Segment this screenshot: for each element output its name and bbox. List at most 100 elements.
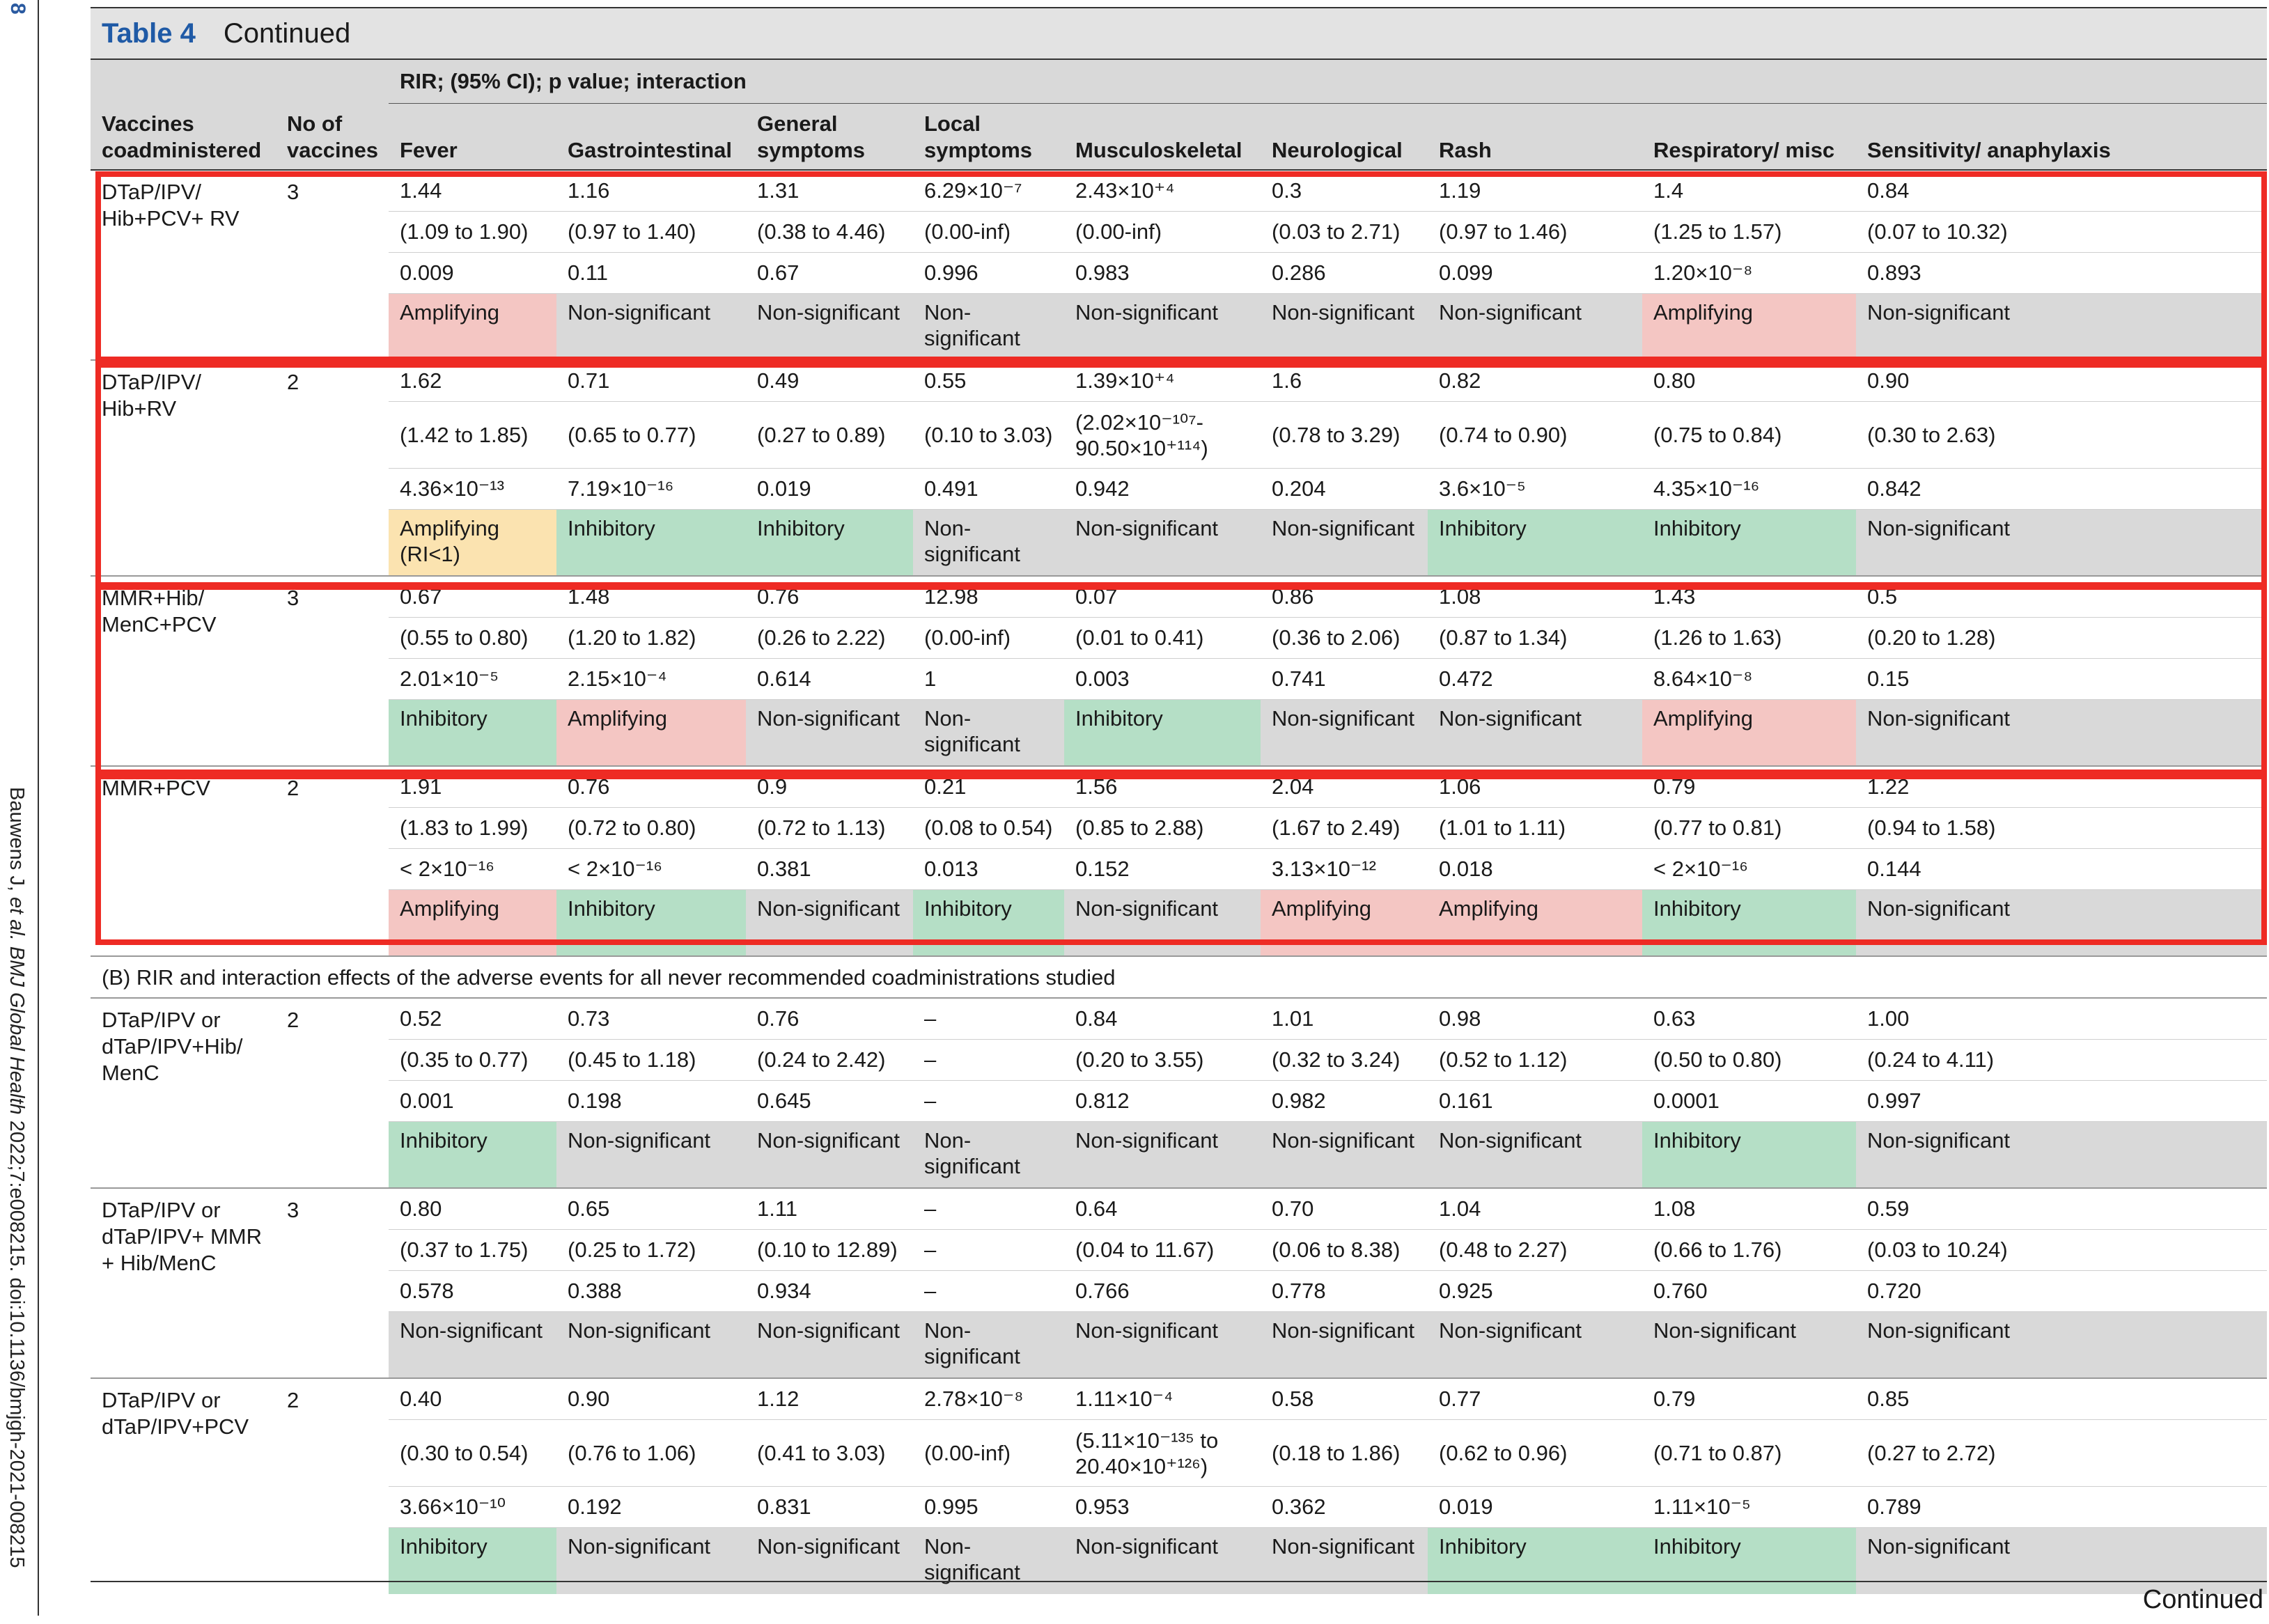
- p-value-cell: 0.009: [400, 260, 454, 285]
- interaction-cell: Inhibitory: [389, 1121, 556, 1188]
- p-value-cell: 0.760: [1653, 1279, 1708, 1303]
- table-row: DTaP/IPV/ Hib+PCV+ RV 3 1.44 1.16 1.31 6.29×1…: [91, 170, 2268, 231]
- interaction-cell: Non-significant: [1856, 1121, 2268, 1188]
- vaccine-count: 2: [287, 1008, 299, 1032]
- ci-cell: (1.25 to 1.57): [1653, 219, 1782, 244]
- rir-cell: 0.76: [568, 774, 610, 799]
- rir-cell: 0.79: [1653, 774, 1696, 799]
- interaction-cell: Non- significant: [913, 509, 1064, 576]
- table-row: MMR+Hib/ MenC+PCV 3 0.67 1.48 0.76 12.98 0.07 0…: [91, 576, 2268, 637]
- table-row: 0.578 0.388 0.934 – 0.766 0.778 0.925 0.760 0.72…: [91, 1270, 2268, 1311]
- p-value-cell: 0.001: [400, 1088, 454, 1113]
- ci-cell: (0.35 to 0.77): [400, 1047, 529, 1072]
- rir-cell: 0.52: [400, 1006, 442, 1031]
- p-value-cell: 0.996: [924, 260, 978, 285]
- table-row: (1.09 to 1.90) (0.97 to 1.40) (0.38 to 4.4…: [91, 211, 2268, 252]
- p-value-cell: 0.942: [1075, 476, 1130, 501]
- ci-cell: (0.01 to 0.41): [1075, 625, 1204, 650]
- table-title-bar: Table 4 Continued: [91, 7, 2267, 60]
- table-row: Amplifying Non-significant Non-significant…: [91, 293, 2268, 360]
- rir-cell: 0.70: [1272, 1196, 1314, 1221]
- interaction-cell: Inhibitory: [1428, 509, 1642, 576]
- ci-cell: (0.72 to 0.80): [568, 815, 696, 840]
- p-value-cell: 0.144: [1867, 857, 1921, 881]
- p-value-cell: 1.20×10⁻⁸: [1653, 260, 1753, 285]
- interaction-cell: Non-significant: [1261, 1311, 1428, 1378]
- interaction-cell: Non-significant: [556, 1121, 746, 1188]
- p-value-cell: 0.152: [1075, 857, 1130, 881]
- interaction-cell: Amplifying: [556, 699, 746, 766]
- rir-cell: 0.9: [757, 774, 788, 799]
- table-row: MMR+PCV 2 1.91 0.76 0.9 0.21 1.56 2.04 1.06 0.79 1…: [91, 766, 2268, 807]
- p-value-cell: 0.198: [568, 1088, 622, 1113]
- interaction-cell: Non- significant: [913, 293, 1064, 360]
- rir-cell: 0.21: [924, 774, 967, 799]
- ci-cell: (0.76 to 1.06): [568, 1440, 696, 1465]
- ci-cell: (0.50 to 0.80): [1653, 1047, 1782, 1072]
- p-value-cell: 0.842: [1867, 476, 1921, 501]
- rir-cell: 0.90: [568, 1387, 610, 1412]
- table-row: DTaP/IPV or dTaP/IPV+Hib/ MenC 2 0.52 0.73 0…: [91, 998, 2268, 1085]
- p-value-cell: 0.893: [1867, 260, 1921, 285]
- rir-cell: 1.56: [1075, 774, 1118, 799]
- ci-cell: (0.55 to 0.80): [400, 625, 529, 650]
- ci-cell: (0.00-inf): [924, 625, 1011, 650]
- p-value-cell: 0.013: [924, 857, 978, 881]
- rir-cell: 0.84: [1075, 1006, 1118, 1031]
- p-value-cell: 0.018: [1439, 857, 1493, 881]
- interaction-cell: Non-significant: [1428, 1121, 1642, 1188]
- p-value-cell: 0.741: [1272, 666, 1326, 691]
- interaction-cell: Inhibitory: [1064, 699, 1261, 766]
- interaction-cell: Amplifying: [1642, 293, 1856, 360]
- ci-cell: (0.87 to 1.34): [1439, 625, 1568, 650]
- rir-cell: –: [924, 1196, 937, 1221]
- rir-cell: 6.29×10⁻⁷: [924, 178, 1022, 203]
- p-value-cell: 4.35×10⁻¹⁶: [1653, 476, 1760, 501]
- rir-cell: 0.73: [568, 1006, 610, 1031]
- rir-cell: 1.62: [400, 368, 442, 393]
- interaction-cell: Non-significant: [1064, 1311, 1261, 1378]
- table-row: 4.36×10⁻¹³ 7.19×10⁻¹⁶ 0.019 0.491 0.942 0.204…: [91, 468, 2268, 509]
- interaction-cell: Non-significant: [1856, 1527, 2268, 1594]
- rir-cell: 1.4: [1653, 178, 1684, 203]
- interaction-cell: Non-significant: [1064, 1121, 1261, 1188]
- rir-cell: 1.01: [1272, 1006, 1314, 1031]
- table-row: (1.42 to 1.85) (0.65 to 0.77) (0.27 to 0.8…: [91, 401, 2268, 468]
- rir-cell: 0.76: [757, 1006, 800, 1031]
- rir-cell: 1.12: [757, 1387, 800, 1412]
- rir-cell: 12.98: [924, 584, 978, 609]
- p-value-cell: 2.15×10⁻⁴: [568, 666, 667, 691]
- column-header: Musculoskeletal: [1064, 103, 1261, 170]
- table-number: Table 4: [102, 17, 196, 49]
- ci-cell: (0.85 to 2.88): [1075, 815, 1204, 840]
- rir-cell: 1.16: [568, 178, 610, 203]
- ci-cell: (0.65 to 0.77): [568, 422, 696, 447]
- rir-cell: 0.98: [1439, 1006, 1481, 1031]
- ci-cell: (0.77 to 0.81): [1653, 815, 1782, 840]
- rir-cell: 1.06: [1439, 774, 1481, 799]
- rir-cell: 1.00: [1867, 1006, 1910, 1031]
- interaction-cell: Non-significant: [1428, 1311, 1642, 1378]
- ci-cell: (0.26 to 2.22): [757, 625, 886, 650]
- rir-cell: 0.67: [400, 584, 442, 609]
- ci-cell: (0.97 to 1.46): [1439, 219, 1568, 244]
- ci-cell: (0.10 to 12.89): [757, 1237, 898, 1262]
- interaction-cell: Amplifying: [1428, 889, 1642, 956]
- ci-cell: (0.78 to 3.29): [1272, 422, 1401, 447]
- interaction-cell: Non-significant: [1856, 1311, 2268, 1378]
- table-row: (1.83 to 1.99) (0.72 to 0.80) (0.72 to 1.1…: [91, 807, 2268, 848]
- rir-cell: 1.43: [1653, 584, 1696, 609]
- interaction-cell: Non-significant: [746, 1121, 913, 1188]
- vaccine-combination: DTaP/IPV or dTaP/IPV+PCV: [102, 1388, 249, 1439]
- p-value-cell: < 2×10⁻¹⁶: [568, 857, 662, 881]
- interaction-cell: Non- significant: [913, 1527, 1064, 1594]
- column-header: Fever: [389, 103, 556, 170]
- interaction-cell: Non-significant: [1064, 509, 1261, 576]
- rir-cell: 1.6: [1272, 368, 1302, 393]
- rir-cell: 1.48: [568, 584, 610, 609]
- ci-cell: (0.06 to 8.38): [1272, 1237, 1401, 1262]
- ci-cell: (0.08 to 0.54): [924, 815, 1053, 840]
- rir-cell: 1.39×10⁺⁴: [1075, 368, 1175, 393]
- p-value-cell: 0.019: [1439, 1494, 1493, 1519]
- ci-cell: (0.32 to 3.24): [1272, 1047, 1401, 1072]
